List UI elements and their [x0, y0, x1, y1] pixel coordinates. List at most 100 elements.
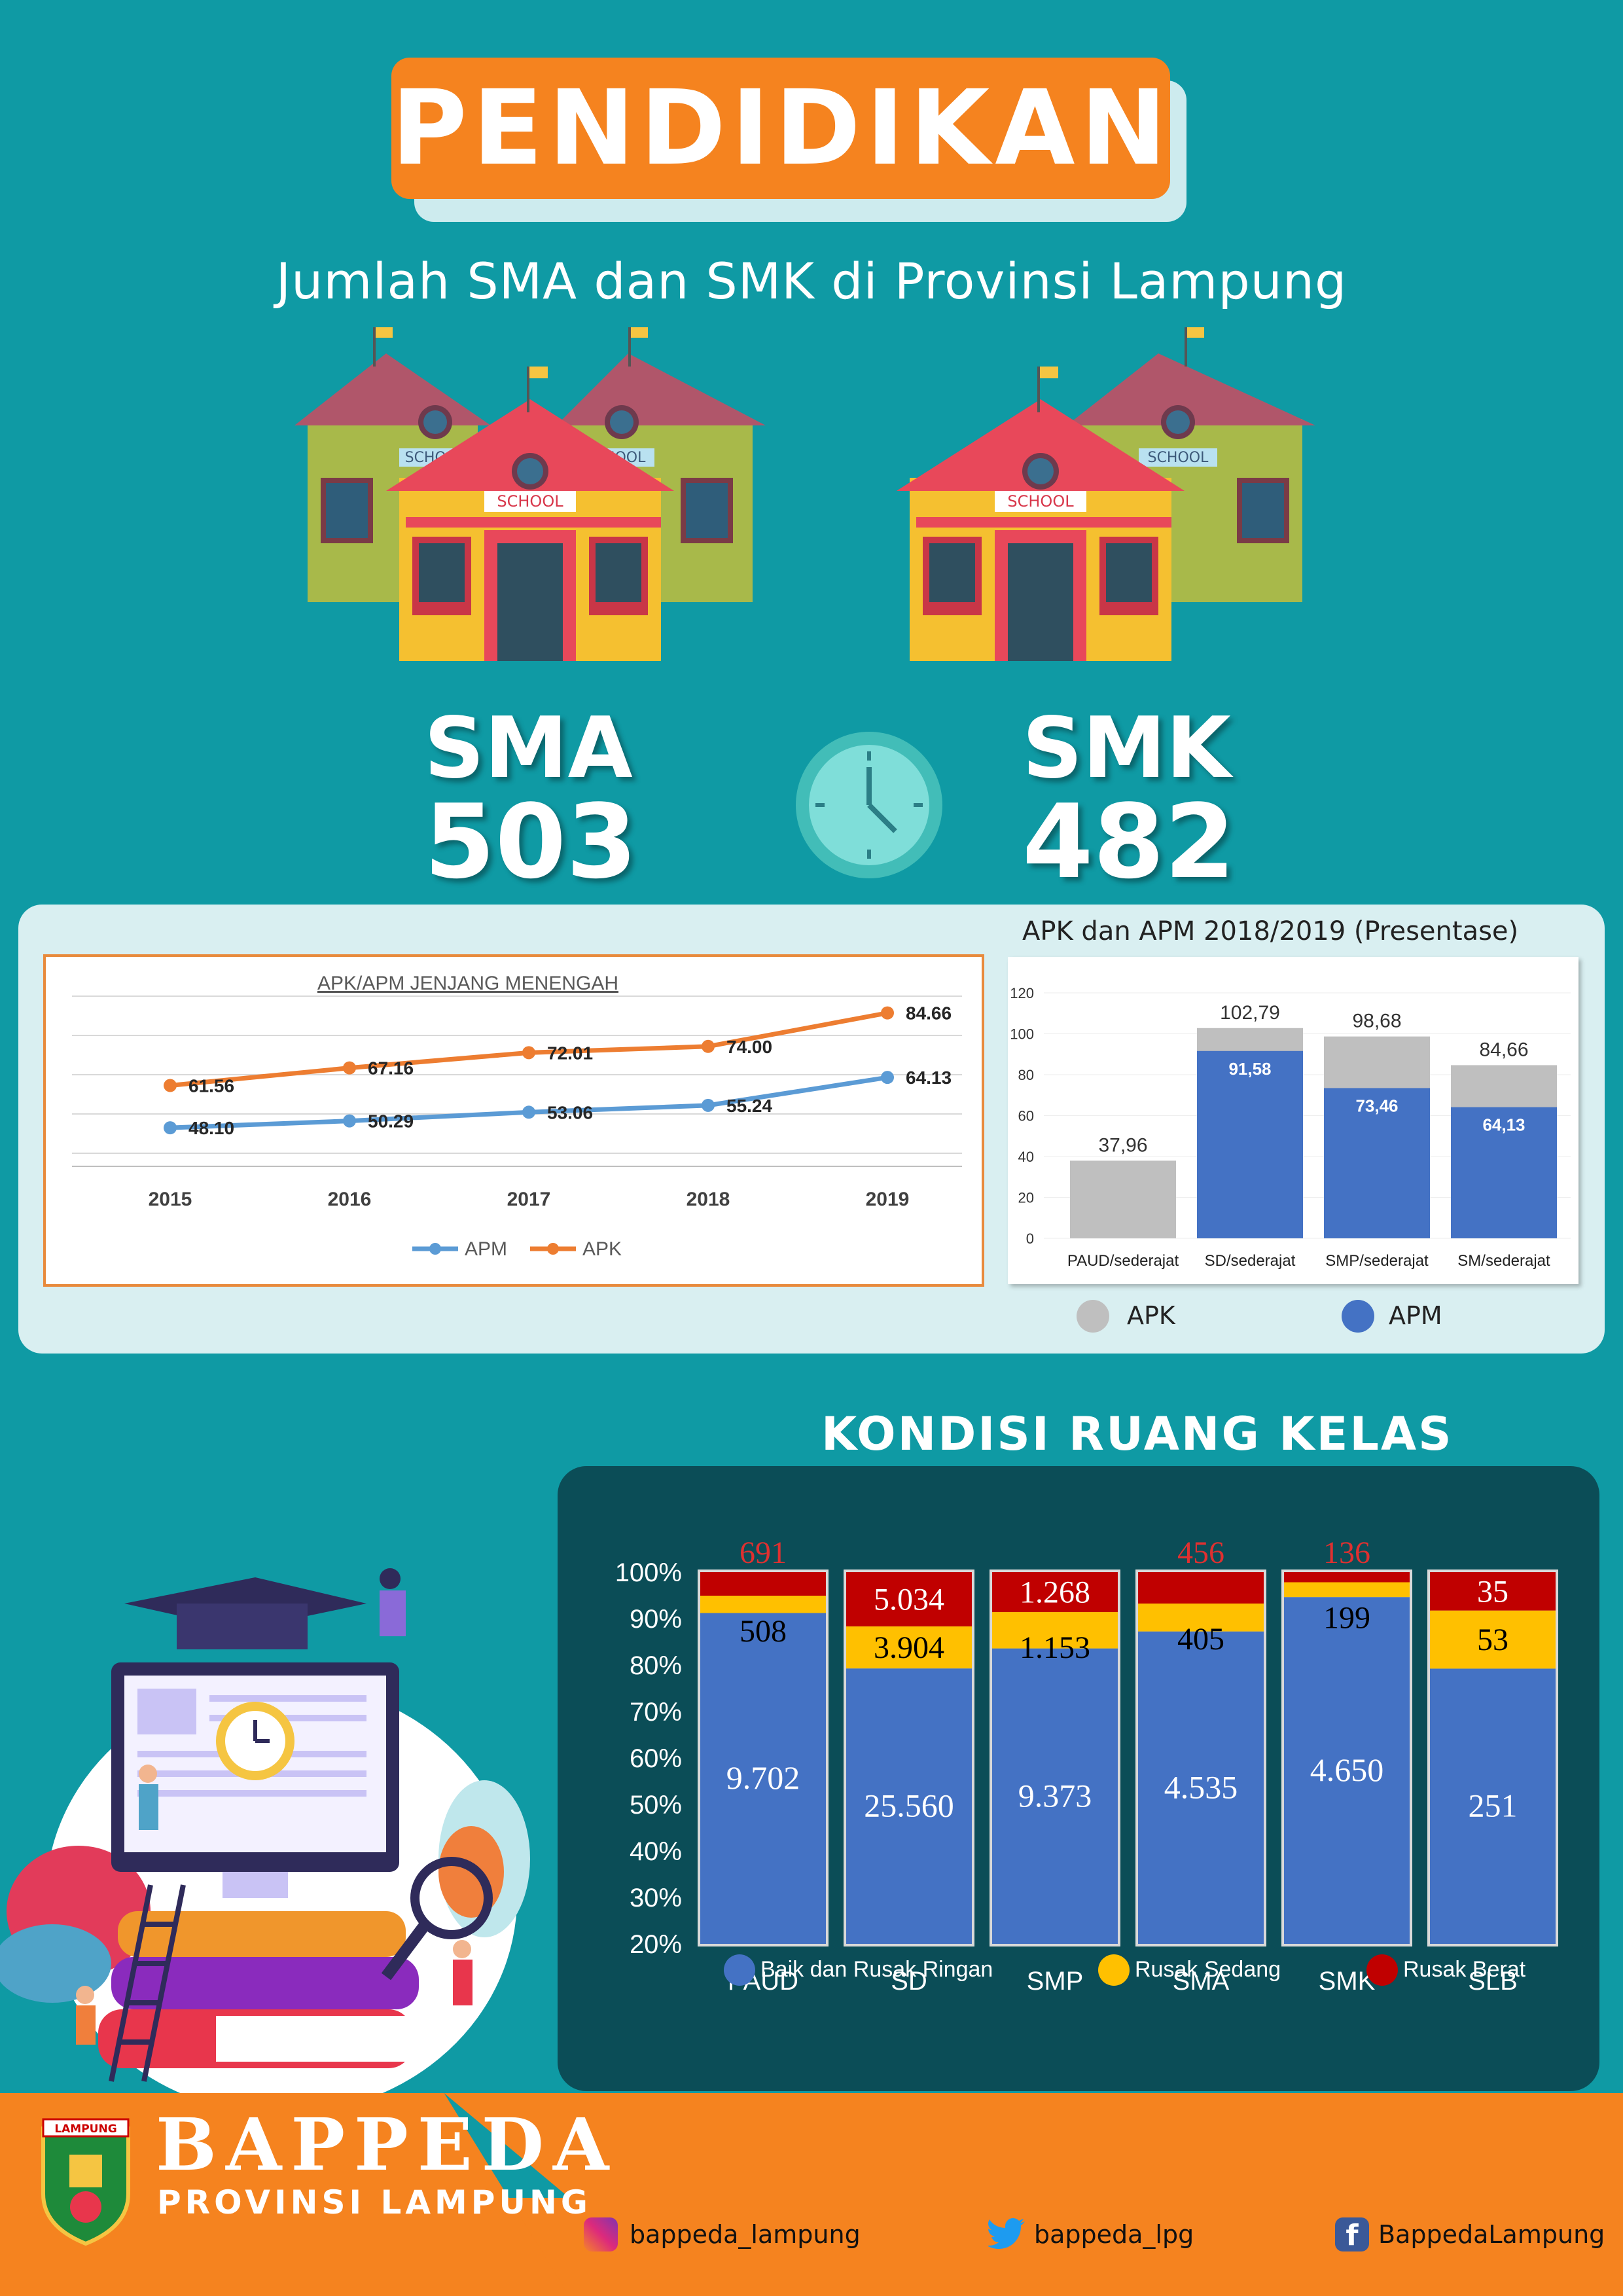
bar-segment-berat [846, 1572, 972, 1626]
bar-label-apm: 91,58 [1228, 1059, 1271, 1079]
legend-marker [429, 1243, 441, 1255]
legend-label: Rusak Sedang [1135, 1957, 1281, 1982]
y-tick-label: 0 [1026, 1230, 1034, 1247]
segment-label: 1.268 [1020, 1575, 1090, 1610]
school-sign: SCHOOL [497, 492, 563, 511]
data-point [164, 1079, 177, 1092]
bar-segment-baik [1284, 1597, 1410, 1944]
y-tick-label: 50% [630, 1791, 682, 1820]
y-tick-label: 120 [1010, 985, 1034, 1001]
data-label: 55.24 [726, 1096, 772, 1116]
legend-label: APM [465, 1238, 507, 1260]
category-label: SD/sederajat [1205, 1252, 1296, 1270]
bar-label-apk: 102,79 [1220, 1002, 1280, 1024]
bar-chart-card: 0 20 40 60 80 100 120 37,96 PAUD/sederajat 102,79… [1008, 957, 1578, 1284]
data-label: 84.66 [906, 1003, 952, 1024]
line-chart-title: APK/APM JENJANG MENENGAH [317, 973, 618, 994]
x-tick-label: 2016 [328, 1189, 372, 1210]
legend-label: APK [582, 1238, 622, 1260]
bar-segment-sedang [1138, 1604, 1264, 1632]
segment-label: 4.535 [1164, 1768, 1238, 1805]
education-illustration [0, 1568, 530, 2094]
y-tick-label: 90% [630, 1605, 682, 1634]
y-tick-label: 40 [1018, 1149, 1034, 1165]
segment-label: 25.560 [864, 1787, 954, 1824]
page-subtitle: Jumlah SMA dan SMK di Provinsi Lampung [276, 252, 1347, 310]
legend-dot [1366, 1954, 1398, 1986]
stacked-bar-chart: 20%30%40%50%60%70%80%90%100%9.702508691P… [615, 1535, 1558, 1996]
segment-label: 405 [1177, 1622, 1224, 1657]
bar-apk [1070, 1160, 1176, 1238]
legend-label: Rusak Berat [1403, 1957, 1526, 1982]
logo-label: LAMPUNG [54, 2123, 116, 2136]
bar-segment-berat [700, 1572, 826, 1596]
segment-label: 9.702 [726, 1759, 800, 1796]
line-chart-card: APK/APM JENJANG MENENGAH 2015 2016 2017 2018… [43, 954, 984, 1287]
clock-icon [796, 732, 942, 878]
segment-label: 4.650 [1310, 1751, 1384, 1788]
category-label: SLB [1468, 1967, 1518, 1996]
instagram-handle[interactable]: bappeda_lampung [630, 2220, 861, 2249]
data-label: 67.16 [368, 1058, 414, 1079]
data-label: 64.13 [906, 1067, 952, 1088]
data-point [522, 1105, 535, 1119]
line-chart: APK/APM JENJANG MENENGAH 2015 2016 2017 2018… [72, 973, 962, 1260]
page-title: PENDIDIKAN [391, 58, 1170, 199]
legend-apk-dot [1077, 1300, 1109, 1333]
footer-brand-sub: PROVINSI LAMPUNG [157, 2183, 592, 2221]
category-label: SMP [1027, 1967, 1084, 1996]
x-tick-label: 2017 [507, 1189, 551, 1210]
data-point [343, 1061, 356, 1075]
data-point [343, 1114, 356, 1128]
segment-label: 508 [740, 1614, 787, 1649]
bar-segment-sedang [992, 1612, 1118, 1649]
title-banner: PENDIDIKAN [391, 58, 1186, 222]
stat-smk-value: 482 [1022, 782, 1236, 901]
data-point [881, 1071, 894, 1085]
y-tick-label: 60 [1018, 1108, 1034, 1124]
y-tick-label: 30% [630, 1884, 682, 1912]
data-label: 61.56 [188, 1076, 234, 1096]
bar-chart-title: APK dan APM 2018/2019 (Presentase) [1022, 916, 1519, 946]
stat-sma-value: 503 [424, 782, 637, 901]
bar-chart: 0 20 40 60 80 100 120 37,96 PAUD/sederajat 102,79… [1010, 985, 1571, 1270]
bar-label-apm: 64,13 [1482, 1115, 1525, 1135]
bar-segment-baik [700, 1613, 826, 1944]
twitter-icon[interactable] [988, 2217, 1026, 2251]
data-point [881, 1006, 894, 1020]
segment-label: 136 [1323, 1535, 1370, 1570]
category-label: SM/sederajat [1457, 1252, 1550, 1270]
category-label: SMA [1173, 1967, 1230, 1996]
twitter-handle[interactable]: bappeda_lpg [1034, 2220, 1194, 2249]
y-tick-label: 20% [630, 1930, 682, 1959]
stat-sma-label: SMA [424, 700, 633, 797]
segment-label: 53 [1477, 1623, 1508, 1657]
legend-apk-label: APK [1127, 1301, 1175, 1330]
y-tick-label: 20 [1018, 1190, 1034, 1206]
segment-label: 9.373 [1018, 1777, 1092, 1814]
bar-segment-berat [1138, 1572, 1264, 1604]
instagram-icon[interactable] [584, 2217, 618, 2251]
y-tick-label: 100 [1010, 1026, 1034, 1043]
segment-label: 251 [1469, 1787, 1518, 1824]
y-tick-label: 60% [630, 1744, 682, 1773]
series-line-apm [169, 1075, 888, 1130]
segment-label: 1.153 [1020, 1630, 1090, 1665]
bar-segment-berat [1430, 1572, 1556, 1611]
x-tick-label: 2015 [149, 1189, 192, 1210]
y-tick-label: 40% [630, 1837, 682, 1866]
kondisi-panel: 20% 30% 40% 50% 60% 70% 80% 90% 100% 9.702 508 691 P… [558, 1466, 1599, 2091]
segment-label: 5.034 [874, 1582, 944, 1617]
facebook-icon[interactable]: f [1335, 2217, 1369, 2252]
segment-label: 35 [1477, 1574, 1508, 1609]
data-label: 48.10 [188, 1118, 234, 1138]
facebook-handle[interactable]: BappedaLampung [1378, 2220, 1605, 2249]
kondisi-title: KONDISI RUANG KELAS [821, 1407, 1454, 1461]
stat-smk: SMK 482 [1022, 707, 1236, 893]
bar-label-apk: 98,68 [1352, 1011, 1401, 1032]
segment-label: 456 [1177, 1535, 1224, 1570]
segment-label: 3.904 [874, 1630, 944, 1665]
y-tick-label: 80 [1018, 1067, 1034, 1083]
y-tick-label: 100% [615, 1558, 682, 1587]
bar-segment-baik [1138, 1631, 1264, 1944]
